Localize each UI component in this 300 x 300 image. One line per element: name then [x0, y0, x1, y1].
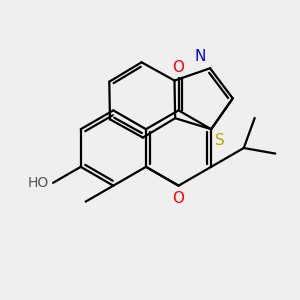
Text: N: N: [195, 49, 206, 64]
Text: O: O: [172, 60, 184, 75]
Text: S: S: [215, 133, 225, 148]
Text: HO: HO: [28, 176, 49, 190]
Text: O: O: [172, 190, 184, 206]
